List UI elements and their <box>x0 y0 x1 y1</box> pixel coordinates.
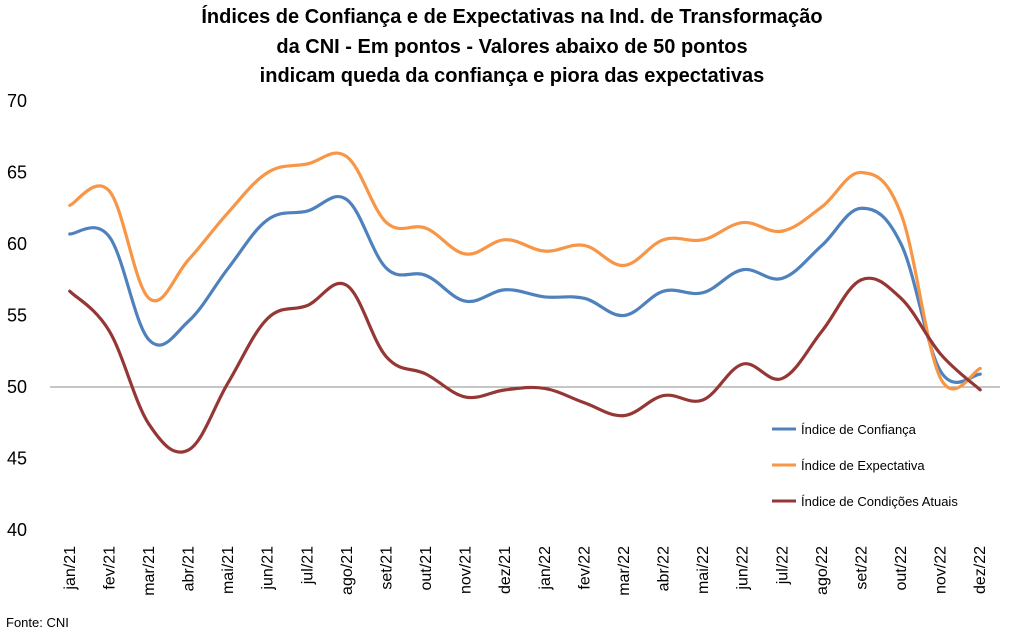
x-tick-label: jan/21 <box>62 546 79 591</box>
chart-title-line-3: indicam queda da confiança e piora das e… <box>260 65 765 87</box>
x-tick-label: jun/22 <box>735 546 752 591</box>
chart-title: Índices de Confiança e de Expectativas n… <box>201 5 822 87</box>
x-tick-label: set/21 <box>378 546 395 590</box>
x-tick-label: jul/22 <box>774 546 791 585</box>
x-tick-label: jan/22 <box>537 546 554 591</box>
x-tick-label: mar/21 <box>141 546 158 596</box>
series-line-3 <box>68 276 982 454</box>
legend: Índice de Confiança Índice de Expectativa… <box>772 422 958 509</box>
x-tick-label: ago/22 <box>814 546 831 595</box>
legend-label-2: Índice de Expectativa <box>801 458 925 473</box>
x-tick-label: ago/21 <box>339 546 356 595</box>
series-line-1 <box>68 195 982 384</box>
y-tick-label: 65 <box>7 163 27 183</box>
x-tick-label: out/22 <box>893 546 910 591</box>
source-note: Fonte: CNI <box>6 615 69 630</box>
y-tick-label: 70 <box>7 91 27 111</box>
x-tick-label: mai/22 <box>695 546 712 594</box>
x-tick-label: fev/22 <box>576 546 593 590</box>
x-tick-label: nov/21 <box>458 546 475 594</box>
x-tick-label: jul/21 <box>299 546 316 585</box>
y-tick-label: 40 <box>7 520 27 540</box>
legend-label-3: Índice de Condições Atuais <box>801 494 958 509</box>
chart-title-line-1: Índices de Confiança e de Expectativas n… <box>201 5 822 28</box>
chart-title-line-2: da CNI - Em pontos - Valores abaixo de 5… <box>276 36 747 58</box>
y-tick-label: 60 <box>7 234 27 254</box>
x-tick-label: dez/21 <box>497 546 514 594</box>
y-axis-ticks: 40 45 50 55 60 65 70 <box>7 91 27 540</box>
y-tick-label: 50 <box>7 377 27 397</box>
x-tick-label: abr/22 <box>656 546 673 591</box>
x-tick-label: out/21 <box>418 546 435 591</box>
y-tick-label: 55 <box>7 306 27 326</box>
x-tick-label: mar/22 <box>616 546 633 596</box>
x-tick-label: jun/21 <box>260 546 277 591</box>
y-tick-label: 45 <box>7 449 27 469</box>
series-lines <box>68 151 982 454</box>
x-axis-ticks: jan/21 fev/21 mar/21 abr/21 mai/21 jun/21 jul/… <box>62 546 989 596</box>
x-tick-label: dez/22 <box>972 546 989 594</box>
x-tick-label: fev/21 <box>101 546 118 590</box>
x-tick-label: nov/22 <box>933 546 950 594</box>
x-tick-label: set/22 <box>853 546 870 590</box>
legend-label-1: Índice de Confiança <box>801 422 917 437</box>
x-tick-label: abr/21 <box>181 546 198 591</box>
x-tick-label: mai/21 <box>220 546 237 594</box>
series-line-2 <box>68 151 982 391</box>
